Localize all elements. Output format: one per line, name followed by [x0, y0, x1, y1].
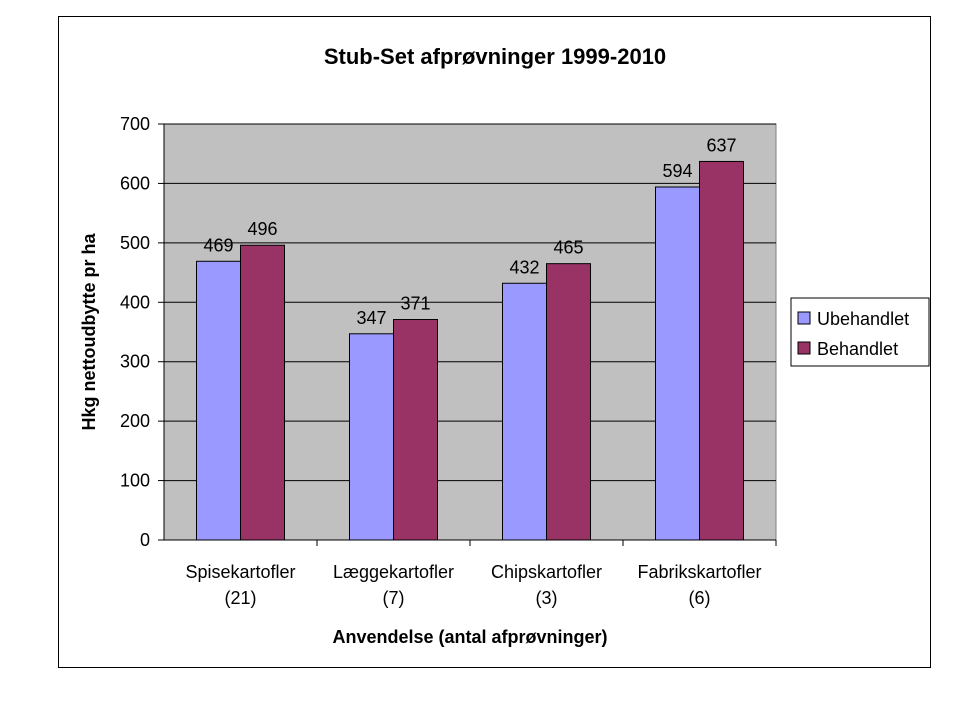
x-axis-title: Anvendelse (antal afprøvninger) [332, 627, 607, 647]
x-tick-label: (21) [224, 588, 256, 608]
x-tick-label: (7) [383, 588, 405, 608]
data-label: 637 [706, 135, 736, 155]
y-tick-label: 200 [120, 411, 150, 431]
x-tick-label: Spisekartofler [185, 562, 295, 582]
legend-swatch [797, 341, 811, 355]
bar-ubehandlet [196, 260, 241, 541]
y-tick-label: 600 [120, 173, 150, 193]
data-label: 371 [400, 294, 430, 314]
x-tick-label: Fabrikskartofler [637, 562, 761, 582]
y-tick-label: 300 [120, 352, 150, 372]
y-axis-title: Hkg nettoudbytte pr ha [79, 233, 99, 431]
bar-ubehandlet [502, 282, 547, 541]
x-tick-label: Chipskartofler [491, 562, 602, 582]
chart-title: Stub-Set afprøvninger 1999-2010 [324, 44, 666, 69]
y-tick-label: 400 [120, 292, 150, 312]
bar-behandlet [546, 263, 591, 541]
data-label: 465 [553, 238, 583, 258]
y-tick-label: 700 [120, 114, 150, 134]
legend [790, 297, 930, 367]
y-tick-label: 500 [120, 233, 150, 253]
bar-behandlet [240, 244, 285, 541]
x-tick-label: (6) [689, 588, 711, 608]
y-tick-label: 100 [120, 471, 150, 491]
data-label: 432 [509, 257, 539, 277]
data-label: 469 [203, 235, 233, 255]
y-tick-label: 0 [140, 530, 150, 550]
bar-behandlet [393, 319, 438, 541]
bar-ubehandlet [349, 333, 394, 541]
data-label: 347 [356, 308, 386, 328]
bar-behandlet [699, 160, 744, 541]
data-label: 496 [247, 219, 277, 239]
x-tick-label: Læggekartofler [333, 562, 454, 582]
legend-label: Behandlet [817, 339, 898, 359]
legend-label: Ubehandlet [817, 309, 909, 329]
data-label: 594 [662, 161, 692, 181]
legend-swatch [797, 311, 811, 325]
x-tick-label: (3) [536, 588, 558, 608]
bar-ubehandlet [655, 186, 700, 541]
